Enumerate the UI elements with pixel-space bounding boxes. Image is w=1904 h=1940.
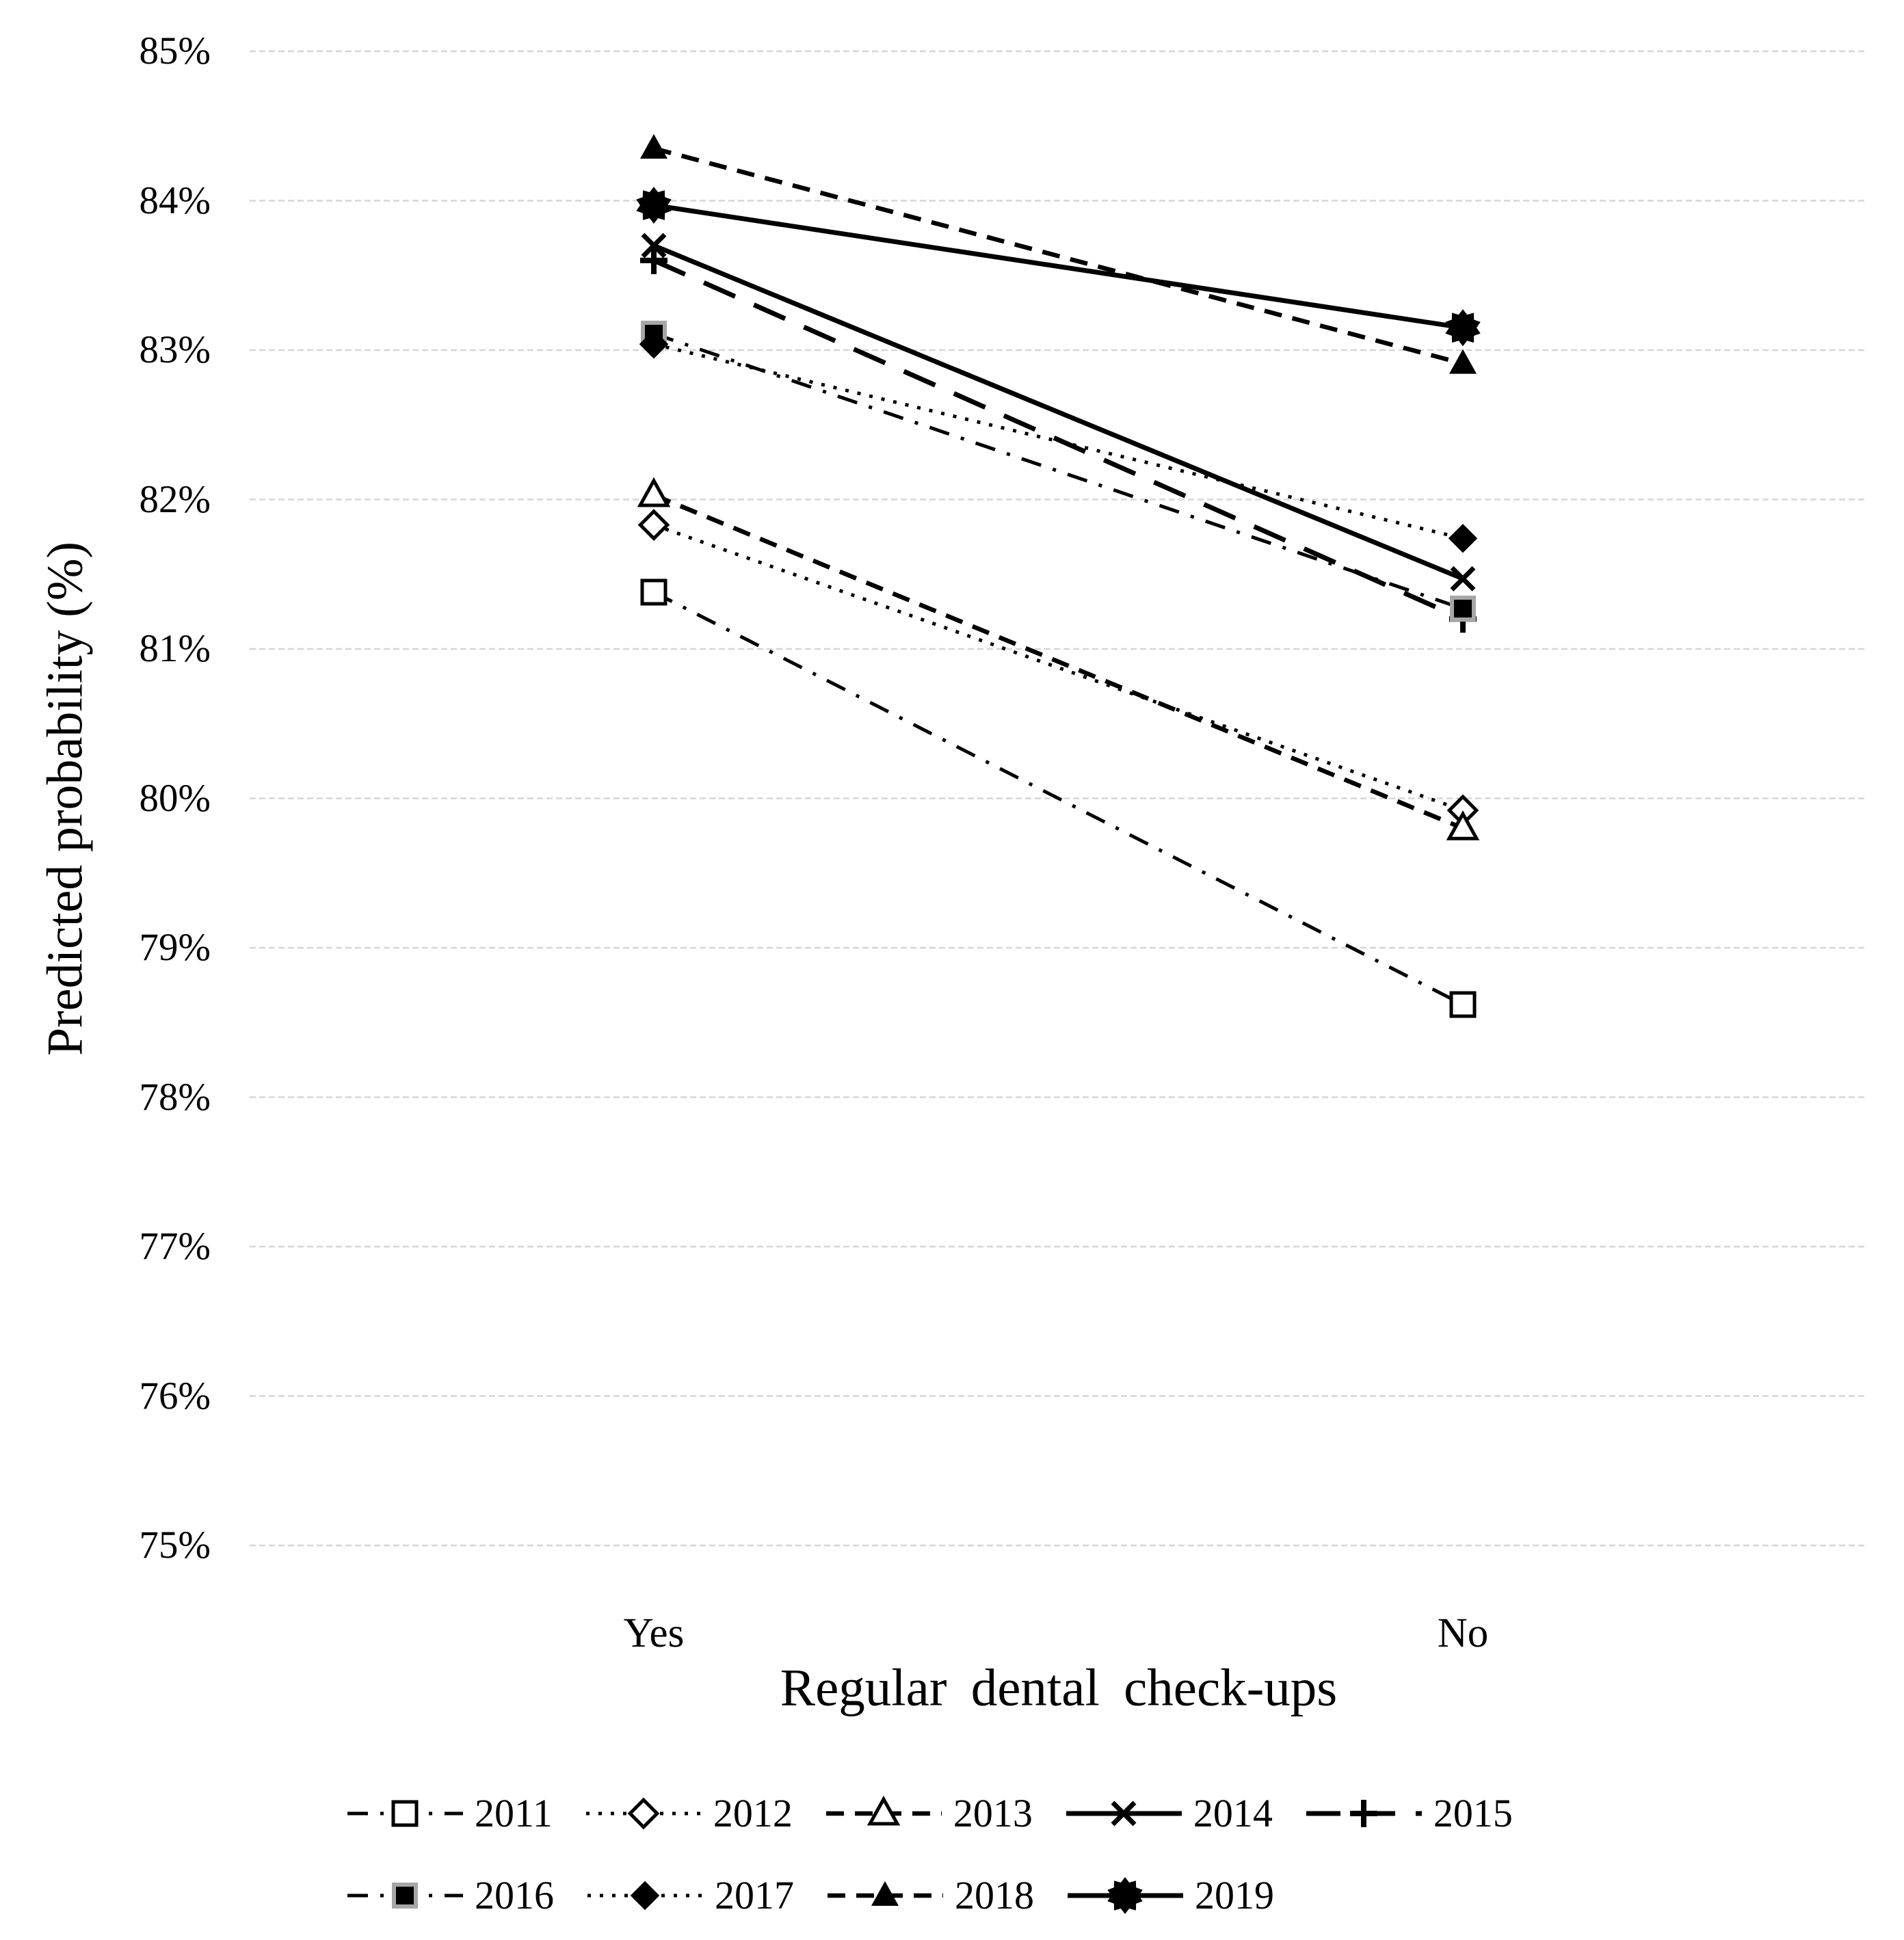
legend-key-2018 [828,1881,943,1906]
legend-label: 2018 [955,1873,1034,1917]
y-tick-label: 80% [139,776,211,820]
y-tick-label: 81% [139,627,211,670]
starburst-marker-icon [636,187,672,224]
y-tick-label: 84% [139,178,211,222]
open-diamond-marker-icon [1446,794,1479,827]
legend-key-2016 [347,1883,463,1909]
legend-item-2017: 2017 [585,1875,794,1916]
open-square-marker-icon [640,579,667,606]
legend-item-2012: 2012 [584,1793,793,1834]
legend-label: 2019 [1195,1873,1274,1917]
series-2011-line [652,590,1464,1007]
legend-item-2016: 2016 [345,1875,554,1916]
legend-key-2014 [1066,1801,1182,1826]
y-tick-label: 82% [139,477,211,521]
legend-key-2017 [587,1881,703,1911]
legend-key-2011 [347,1800,463,1827]
legend-key-2015 [1306,1800,1422,1827]
legend-label: 2014 [1193,1791,1273,1835]
series-2013-line [652,492,1464,831]
legend-label: 2013 [953,1791,1033,1835]
y-axis-title: Predicted probability (%) [37,541,94,1057]
legend-item-2013: 2013 [824,1793,1033,1834]
open-diamond-marker-icon [627,1797,660,1830]
y-tick-label: 78% [139,1075,211,1119]
filled-diamond-marker-icon [630,1881,660,1911]
legend-label: 2016 [475,1873,554,1917]
x-marker-icon [1111,1801,1137,1826]
legend-key-2013 [825,1795,942,1826]
open-triangle-marker-icon [867,1795,901,1826]
series-2014-line [652,243,1464,581]
y-tick-label: 83% [139,328,211,371]
y-tick-label: 85% [139,29,211,72]
plus-marker-icon [640,246,667,274]
legend-label: 2011 [475,1791,553,1835]
open-diamond-marker-icon [637,509,670,541]
legend-row-2: 2016 2017 2018 2019 [345,1875,1306,1916]
filled-triangle-marker-icon [871,1881,899,1906]
series-2017-line [653,342,1464,540]
open-square-marker-icon [1449,991,1477,1018]
series-2019-line [653,202,1464,330]
starburst-marker-icon [1107,1877,1143,1914]
series-2018-line [653,146,1464,366]
x-tick-label-yes: Yes [623,1610,685,1656]
legend-label: 2017 [715,1873,794,1917]
legend-row-1: 2011 2012 2013 2014 2015 [345,1793,1544,1834]
legend-item-2019: 2019 [1066,1875,1274,1916]
y-tick-label: 79% [139,926,211,969]
legend-label: 2012 [713,1791,793,1835]
open-square-marker-icon [391,1800,419,1827]
filled-diamond-marker-icon [1448,524,1478,553]
starburst-marker-icon [1445,309,1481,347]
y-tick-label: 75% [139,1524,211,1567]
y-tick-label: 77% [139,1225,211,1268]
open-triangle-marker-icon [1446,810,1480,840]
filled-square-marker-icon [1450,596,1476,622]
legend-label: 2015 [1433,1791,1513,1835]
series-2015-line [652,258,1464,622]
legend-item-2011: 2011 [345,1793,553,1834]
filled-triangle-marker-icon [1449,349,1477,374]
plus-marker-icon [1349,1800,1377,1827]
open-triangle-marker-icon [637,477,671,507]
series-2012-line [653,523,1464,812]
x-marker-icon [1450,566,1476,592]
legend-item-2014: 2014 [1064,1793,1273,1834]
legend-item-2015: 2015 [1304,1793,1513,1834]
legend-item-2018: 2018 [825,1875,1034,1916]
legend-key-2012 [585,1797,702,1830]
x-marker-icon [641,232,667,258]
legend-key-2019 [1068,1877,1183,1914]
y-tick-label: 76% [139,1374,211,1418]
x-tick-label-no: No [1437,1610,1489,1656]
filled-square-marker-icon [392,1883,418,1909]
x-axis-title: Regular dental check-ups [780,1658,1338,1717]
filled-triangle-marker-icon [640,134,667,159]
